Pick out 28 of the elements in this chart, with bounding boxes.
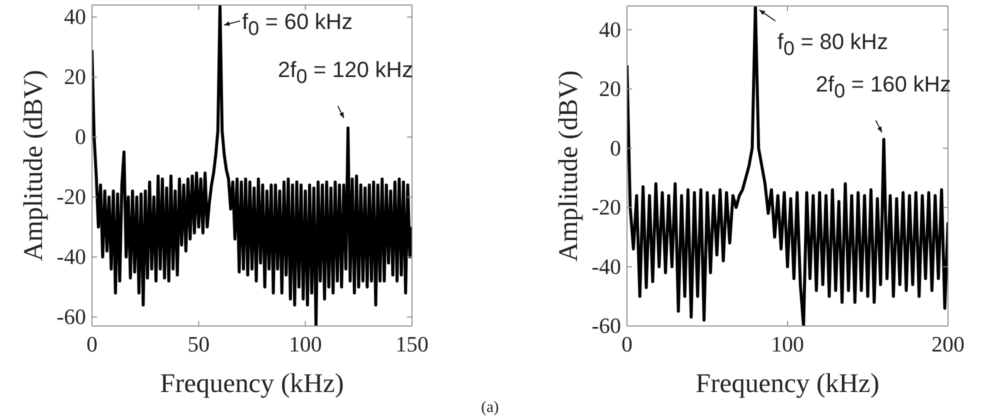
y-tick-label: -60	[592, 313, 621, 338]
x-tick-label: 200	[932, 332, 964, 357]
line-series	[92, 5, 412, 326]
text: (a)	[481, 399, 499, 416]
y-tick-label: -40	[56, 244, 86, 270]
x-axis-title: Frequency (kHz)	[160, 368, 344, 398]
y-tick-label: -40	[592, 254, 621, 279]
annotation: 2f$_{0}$ = 120 kHz	[278, 57, 414, 88]
annotation: f$_{0}$ = 60 kHz	[242, 9, 353, 40]
y-axis-title: Amplitude (dBV)	[18, 70, 48, 262]
y-tick-label: 40	[599, 16, 621, 42]
y-tick-label: 20	[64, 64, 86, 90]
line-series	[627, 6, 948, 326]
y-tick-label: 40	[64, 4, 86, 30]
annotation: 2f$_{0}$ = 160 kHz	[816, 71, 951, 102]
y-tick-label: -20	[592, 194, 621, 220]
y-tick-label: 0	[75, 124, 86, 150]
x-tick-label: 100	[288, 332, 322, 357]
x-tick-label: 150	[396, 332, 428, 357]
y-tick-label: 0	[610, 135, 621, 160]
x-tick-label: 100	[771, 332, 804, 357]
y-tick-label: -60	[56, 304, 86, 330]
annotation: f$_{0}$ = 80 kHz	[777, 28, 888, 60]
y-tick-label: -20	[56, 184, 86, 210]
x-axis-title: Frequency (kHz)	[696, 368, 880, 398]
y-tick-label: 20	[599, 76, 621, 102]
x-tick-label: 50	[188, 332, 210, 357]
y-axis-title: Amplitude (dBV)	[553, 70, 583, 262]
